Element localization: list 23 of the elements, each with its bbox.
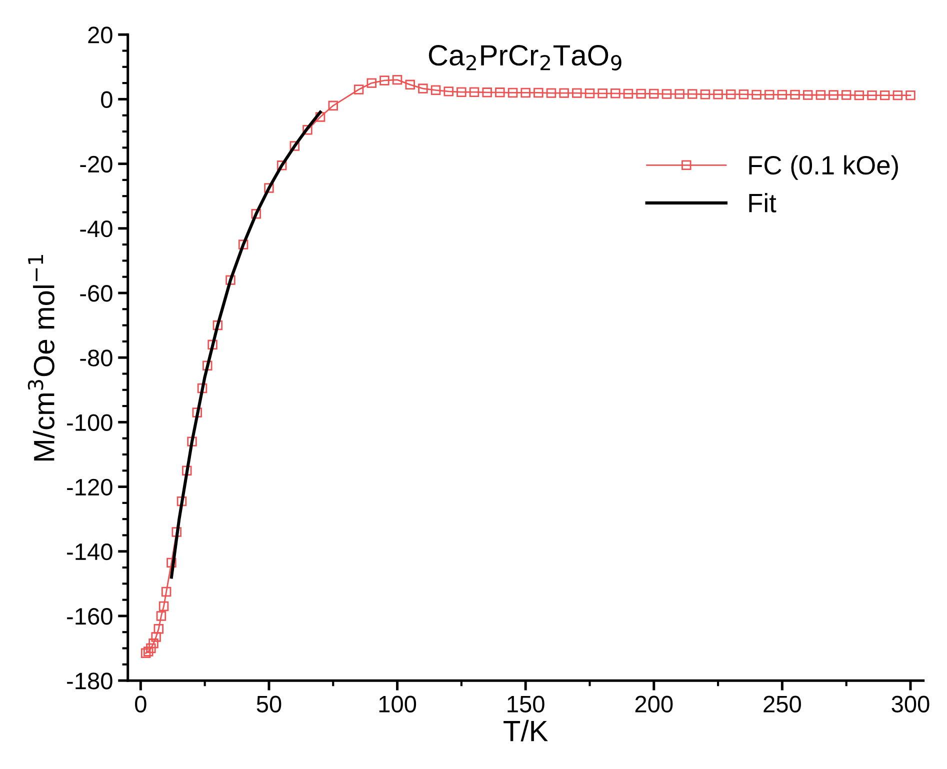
y-tick-label: 20 xyxy=(88,26,112,44)
y-tick-label: -140 xyxy=(67,543,112,560)
x-axis-title: T/K xyxy=(504,720,548,742)
y-tick-label: -100 xyxy=(67,414,112,431)
y-tick-label: -160 xyxy=(67,608,112,625)
x-tick-label: 50 xyxy=(256,696,282,712)
chart-title: Ca$_{2}$PrCr$_{2}$TaO$_{9}$ xyxy=(428,45,622,70)
legend-label: FC (0.1 kOe) xyxy=(749,155,898,180)
x-tick-label: 100 xyxy=(379,696,416,712)
y-tick-label: 0 xyxy=(101,91,112,108)
legend-label: Fit xyxy=(749,193,776,212)
x-tick-label: 250 xyxy=(764,696,801,712)
y-tick-label: -120 xyxy=(67,478,112,496)
x-tick-label: 150 xyxy=(508,696,544,712)
x-tick-label: 200 xyxy=(635,696,673,712)
x-tick-label: 300 xyxy=(892,696,930,712)
y-tick-label: -60 xyxy=(80,285,112,302)
y-axis-title: M/cm$^{3}$Oe mol$^{−1}$ xyxy=(28,255,54,460)
y-tick-label: -20 xyxy=(80,156,112,173)
y-tick-label: -180 xyxy=(67,672,112,690)
x-tick-label: 0 xyxy=(135,696,146,712)
y-tick-label: -80 xyxy=(80,350,112,366)
y-tick-label: -40 xyxy=(80,220,112,238)
